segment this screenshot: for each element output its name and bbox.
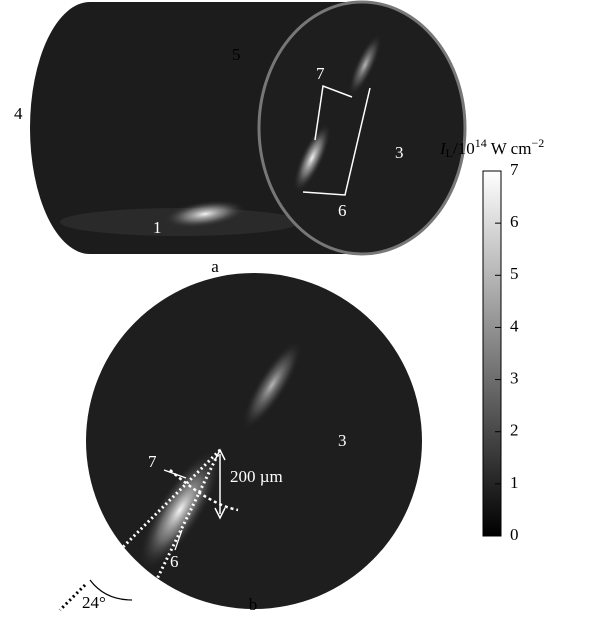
- label: 7: [316, 64, 325, 83]
- tick-label: 5: [510, 264, 519, 283]
- colorbar-scale: [483, 171, 501, 536]
- colorbar-title: IL/1014 W cm−2: [439, 136, 544, 160]
- label: 6: [170, 552, 179, 571]
- label: 5: [232, 45, 241, 64]
- title-part: W cm: [487, 139, 532, 158]
- label: 1: [153, 218, 162, 237]
- label: 6: [338, 201, 347, 220]
- tick-label: 4: [510, 316, 519, 335]
- tick-label: 0: [510, 525, 519, 544]
- panel-a: 5 4 7 3 6 1 a: [14, 2, 465, 276]
- figure: 5 4 7 3 6 1 a 200 µm 24° 7 6 3 b IL/1014…: [0, 0, 594, 618]
- tick-label: 3: [510, 368, 519, 387]
- label: 4: [14, 104, 23, 123]
- label: 3: [338, 431, 347, 450]
- label: 3: [395, 143, 404, 162]
- caption: a: [211, 257, 219, 276]
- title-part: /10: [453, 139, 475, 158]
- label: 7: [148, 452, 157, 471]
- panel-b: 200 µm 24° 7 6 3 b: [60, 273, 422, 618]
- title-part: 14: [475, 136, 487, 150]
- colorbar: IL/1014 W cm−2 0 1 2 3 4 5 6 7: [439, 136, 544, 544]
- tick-label: 2: [510, 421, 519, 440]
- title-part: L: [446, 146, 453, 160]
- tick-label: 6: [510, 212, 519, 231]
- caption: b: [249, 595, 258, 614]
- disk: [86, 273, 422, 609]
- cylinder-end: [259, 2, 465, 254]
- distance-label: 200 µm: [230, 467, 283, 486]
- angle-label: 24°: [82, 593, 106, 612]
- title-part: −2: [531, 136, 544, 150]
- tick-label: 1: [510, 473, 519, 492]
- tick-label: 7: [510, 160, 519, 179]
